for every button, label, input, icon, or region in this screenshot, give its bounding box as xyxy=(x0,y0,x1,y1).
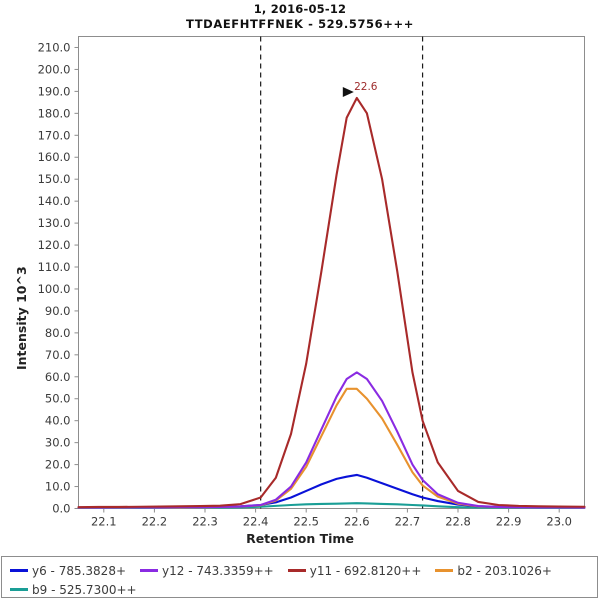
legend-item[interactable]: y11 - 692.8120++ xyxy=(287,563,422,578)
legend: y6 - 785.3828+ y12 - 743.3359++ y11 - 692.… xyxy=(1,556,598,598)
svg-text:22.7: 22.7 xyxy=(395,515,421,529)
legend-item-label: b9 - 525.7300++ xyxy=(32,582,137,597)
plot-frame xyxy=(78,36,585,509)
chart-title: 1, 2016-05-12 TTDAEFHTFFNEK - 529.5756++… xyxy=(0,2,600,32)
legend-item[interactable]: y12 - 743.3359++ xyxy=(140,564,274,578)
triangle-marker-icon xyxy=(342,86,354,97)
x-axis-label: Retention Time xyxy=(246,531,354,546)
svg-text:22.4: 22.4 xyxy=(243,515,269,529)
legend-item-label: y12 - 743.3359++ xyxy=(162,563,274,578)
svg-text:40.0: 40.0 xyxy=(45,414,71,428)
series-line[interactable] xyxy=(77,96,586,509)
legend-item[interactable]: b2 - 203.1026+ xyxy=(435,564,552,578)
svg-text:150.0: 150.0 xyxy=(38,172,71,186)
legend-row: y6 - 785.3828+ y12 - 743.3359++ y11 - 692.… xyxy=(10,561,597,580)
svg-text:190.0: 190.0 xyxy=(38,84,71,98)
chromatogram-plot: 0.0 10.0 20.0 30.0 40.0 50.0 60.0 70.0 80.0 90.0 1… xyxy=(38,36,586,529)
svg-text:22.5: 22.5 xyxy=(293,515,319,529)
legend-color-swatch xyxy=(10,588,28,591)
x-axis-ticks: 22.1 22.2 22.3 22.4 22.5 22.6 22.7 22.8 22.9 23.0 xyxy=(91,508,572,529)
svg-text:110.0: 110.0 xyxy=(38,260,71,274)
svg-text:50.0: 50.0 xyxy=(45,392,71,406)
y-axis-label: Intensity 10^3 xyxy=(14,266,29,370)
svg-text:130.0: 130.0 xyxy=(38,216,71,230)
y-axis-ticks: 0.0 10.0 20.0 30.0 40.0 50.0 60.0 70.0 80.0 90.0 1… xyxy=(38,40,79,516)
legend-color-swatch xyxy=(435,569,454,572)
svg-text:170.0: 170.0 xyxy=(38,128,71,142)
legend-item-label: y6 - 785.3828+ xyxy=(32,563,127,578)
legend-color-swatch xyxy=(10,569,28,572)
svg-text:10.0: 10.0 xyxy=(45,480,71,494)
svg-text:20.0: 20.0 xyxy=(45,458,71,472)
svg-text:180.0: 180.0 xyxy=(38,106,71,120)
apex-label: 22.6 xyxy=(354,81,378,93)
title-line-peptide: TTDAEFHTFFNEK - 529.5756+++ xyxy=(186,17,414,31)
svg-text:80.0: 80.0 xyxy=(45,326,71,340)
legend-item-label: b2 - 203.1026+ xyxy=(457,563,552,578)
svg-text:22.2: 22.2 xyxy=(142,515,168,529)
apex-annotation: 22.6 xyxy=(342,81,378,97)
legend-color-swatch xyxy=(140,569,159,572)
svg-text:22.8: 22.8 xyxy=(445,515,471,529)
svg-text:22.1: 22.1 xyxy=(91,515,117,529)
legend-item[interactable]: b9 - 525.7300++ xyxy=(10,583,137,597)
svg-text:200.0: 200.0 xyxy=(38,62,71,76)
svg-text:22.6: 22.6 xyxy=(344,515,370,529)
legend-color-swatch xyxy=(287,569,306,572)
svg-text:23.0: 23.0 xyxy=(546,515,572,529)
svg-text:70.0: 70.0 xyxy=(45,348,71,362)
svg-text:90.0: 90.0 xyxy=(45,304,71,318)
title-line-replicate: 1, 2016-05-12 xyxy=(253,2,347,16)
svg-text:120.0: 120.0 xyxy=(38,238,71,252)
series-lines[interactable] xyxy=(77,96,586,509)
legend-item-label: y11 - 692.8120++ xyxy=(309,563,422,578)
legend-item[interactable]: y6 - 785.3828+ xyxy=(10,564,126,578)
svg-text:22.9: 22.9 xyxy=(496,515,522,529)
svg-text:100.0: 100.0 xyxy=(38,282,71,296)
svg-text:210.0: 210.0 xyxy=(38,40,71,54)
svg-text:22.3: 22.3 xyxy=(192,515,218,529)
svg-text:30.0: 30.0 xyxy=(45,436,71,450)
svg-text:0.0: 0.0 xyxy=(52,502,70,516)
svg-text:140.0: 140.0 xyxy=(38,194,71,208)
svg-text:160.0: 160.0 xyxy=(38,150,71,164)
integration-boundary-lines xyxy=(260,36,424,509)
svg-text:60.0: 60.0 xyxy=(45,370,71,384)
legend-row: b9 - 525.7300++ xyxy=(10,580,597,599)
